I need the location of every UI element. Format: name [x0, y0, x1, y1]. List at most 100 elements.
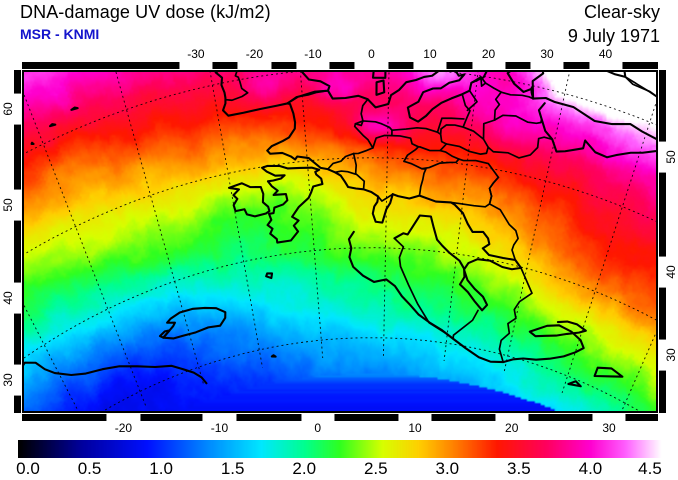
axis-tick-gap — [237, 62, 271, 69]
coastline-kanin — [593, 366, 624, 378]
axis-tick-gap — [592, 414, 626, 421]
axis-tick-gap — [14, 282, 21, 314]
axis-tick-label-bottom: 0 — [314, 421, 322, 435]
graticule-meridian — [621, 331, 656, 411]
border-croatia-bosnia — [436, 117, 465, 134]
axis-tick-band-top — [22, 62, 658, 69]
axis-tick-band-right — [659, 70, 666, 413]
colorbar-tick-label: 3.0 — [435, 459, 460, 478]
institute-label: MSR - KNMI — [20, 26, 100, 42]
graticule-parallel — [24, 72, 656, 169]
border-germany-south — [372, 134, 421, 149]
axis-tick-gap — [14, 190, 21, 221]
border-syria-iraq — [624, 76, 656, 98]
axis-tick-band-bottom — [22, 414, 658, 421]
coastline-norway-kola-white-sea — [347, 230, 587, 364]
map-overlay-layer — [24, 72, 656, 411]
border-portugal-spain — [224, 72, 249, 102]
coastline-baltic-sea — [391, 193, 522, 312]
border-turkey-west — [530, 86, 534, 100]
axis-tick-gap — [413, 62, 447, 69]
graticule-meridian — [443, 72, 479, 362]
axis-tick-label-top: -30 — [187, 47, 205, 61]
date-label: 9 July 1971 — [567, 26, 660, 46]
border-romania-serbia — [482, 119, 496, 140]
axis-tick-label-top: 40 — [598, 47, 613, 61]
coastline-turkey-levant-north-africa — [531, 72, 627, 100]
border-ussr-west — [488, 176, 519, 261]
coastline-great-britain — [261, 164, 324, 244]
axis-tick-label-left: 50 — [1, 198, 15, 213]
coastline-mediterranean-italy-balkans — [326, 72, 535, 123]
border-czech — [403, 149, 460, 170]
axis-tick-gap — [471, 62, 506, 69]
sky-condition-label: Clear-sky — [583, 2, 660, 22]
axis-tick-label-top: 10 — [423, 47, 437, 61]
coastline-iberian-peninsula — [214, 72, 331, 117]
border-germany-denmark — [377, 193, 394, 202]
axis-tick-gap — [202, 414, 236, 421]
border-hungary — [439, 124, 490, 155]
graticule-meridian — [24, 304, 79, 411]
colorbar-tick-label: 1.0 — [149, 459, 173, 478]
coastline-barents-island — [567, 380, 582, 388]
axis-tick-gap — [495, 414, 529, 421]
border-romania-south — [493, 114, 543, 125]
coastline-corsica — [375, 79, 386, 96]
axis-tick-label-bottom: -10 — [210, 421, 229, 435]
coastline-ireland — [227, 182, 271, 218]
coastline-faroe-islands — [265, 272, 274, 280]
colorbar-tick-label: 4.5 — [638, 459, 662, 478]
coastline-sao-miguel — [70, 106, 79, 111]
border-germany-poland — [418, 167, 427, 197]
border-sweden-finland — [452, 309, 479, 340]
border-finland-ussr — [498, 267, 533, 363]
colorbar-tick-label: 1.5 — [220, 459, 245, 478]
uv-dose-heatmap-field — [24, 72, 656, 411]
border-netherlands-germany — [355, 173, 366, 191]
axis-tick-label-left: 60 — [1, 102, 15, 117]
axis-tick-label-left: 40 — [1, 291, 15, 305]
colorbar-gradient — [18, 440, 662, 458]
page-title: DNA-damage UV dose (kJ/m2) — [20, 2, 271, 22]
axis-tick-band-left — [14, 70, 21, 413]
axis-tick-gap — [588, 62, 623, 69]
axis-tick-label-right: 50 — [664, 150, 678, 165]
colorbar-tick-label: 4.0 — [578, 459, 603, 478]
graticule-parallel — [102, 337, 640, 411]
colorbar-tick-label: 2.0 — [292, 459, 317, 478]
axis-tick-label-top: 30 — [540, 47, 554, 61]
coastline-sardinia — [371, 72, 387, 79]
border-austria-south — [391, 127, 448, 145]
graticule-parallel — [24, 157, 656, 255]
colorbar-tick-label: 2.5 — [363, 459, 388, 478]
axis-tick-gap — [659, 256, 666, 288]
axis-tick-label-bottom: 10 — [408, 421, 422, 435]
axis-tick-gap — [301, 414, 335, 421]
border-germany-czech — [403, 145, 420, 163]
colorbar — [18, 440, 662, 458]
axis-tick-gap — [14, 364, 21, 396]
colorbar-tick-label: 0.5 — [77, 459, 102, 478]
border-romania — [487, 136, 554, 159]
border-france-east — [326, 98, 374, 170]
axis-tick-gap — [530, 62, 564, 69]
coastline-faial-pico — [48, 123, 57, 128]
axis-tick-gap — [398, 414, 432, 421]
axis-tick-label-top: -20 — [245, 47, 264, 61]
axis-tick-gap — [354, 62, 388, 69]
coastline-jan-mayen — [270, 354, 277, 358]
axis-tick-label-top: -10 — [304, 47, 322, 61]
axis-tick-label-bottom: 20 — [505, 421, 519, 435]
axis-tick-gap — [179, 62, 213, 69]
axis-tick-label-top: 20 — [481, 47, 496, 61]
coastline-black-sea — [532, 96, 656, 159]
graticule-meridian — [115, 72, 204, 385]
axis-tick-label-bottom: 30 — [602, 421, 616, 435]
map-plot-area — [22, 70, 658, 413]
border-austria-czech — [419, 143, 448, 152]
coastline-greenland — [24, 361, 208, 385]
graticule-meridian — [24, 93, 147, 409]
border-belgium-netherlands — [334, 152, 358, 176]
